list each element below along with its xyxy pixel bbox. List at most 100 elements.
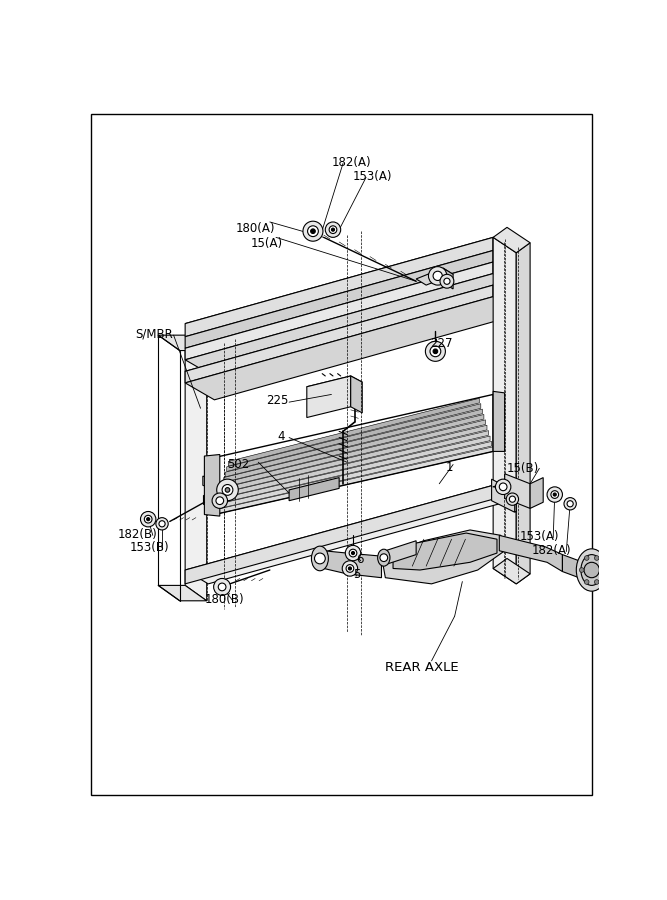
Polygon shape: [289, 478, 339, 500]
Circle shape: [430, 346, 441, 356]
Polygon shape: [204, 454, 220, 516]
Polygon shape: [222, 419, 486, 488]
Circle shape: [331, 228, 335, 231]
Polygon shape: [225, 410, 482, 477]
Circle shape: [216, 497, 223, 505]
Circle shape: [440, 274, 454, 288]
Ellipse shape: [311, 546, 328, 571]
Circle shape: [510, 496, 516, 502]
Circle shape: [346, 564, 354, 572]
Polygon shape: [416, 268, 453, 285]
Polygon shape: [158, 585, 207, 601]
Text: 6: 6: [356, 554, 364, 566]
Circle shape: [444, 278, 450, 284]
Circle shape: [600, 568, 604, 572]
Polygon shape: [516, 243, 530, 584]
Polygon shape: [323, 551, 382, 578]
Text: 180(A): 180(A): [235, 222, 275, 235]
Polygon shape: [493, 285, 522, 313]
Circle shape: [426, 341, 446, 361]
Polygon shape: [493, 558, 530, 584]
Text: 153(A): 153(A): [353, 169, 392, 183]
Text: 502: 502: [227, 458, 249, 472]
Polygon shape: [216, 441, 492, 509]
Polygon shape: [203, 476, 227, 494]
Polygon shape: [228, 399, 480, 466]
Polygon shape: [493, 238, 522, 291]
Circle shape: [329, 226, 337, 233]
Circle shape: [547, 487, 562, 502]
Polygon shape: [214, 446, 493, 515]
Circle shape: [380, 554, 388, 562]
Polygon shape: [185, 485, 493, 584]
Polygon shape: [307, 376, 351, 418]
Polygon shape: [562, 554, 590, 581]
Polygon shape: [223, 415, 484, 482]
Circle shape: [567, 500, 573, 507]
Circle shape: [348, 567, 352, 570]
Text: 153(B): 153(B): [129, 541, 169, 554]
Circle shape: [311, 229, 315, 233]
Polygon shape: [493, 392, 505, 452]
Polygon shape: [158, 335, 207, 350]
Polygon shape: [91, 114, 592, 795]
Polygon shape: [185, 297, 522, 400]
Circle shape: [594, 580, 599, 584]
Circle shape: [594, 555, 599, 561]
Circle shape: [352, 552, 355, 554]
Text: S/MBR: S/MBR: [135, 328, 173, 340]
Circle shape: [212, 493, 227, 508]
Circle shape: [346, 545, 361, 561]
Circle shape: [222, 484, 233, 495]
Polygon shape: [493, 228, 530, 253]
Polygon shape: [351, 376, 362, 413]
Text: 15(B): 15(B): [507, 463, 539, 475]
Polygon shape: [493, 238, 516, 584]
Polygon shape: [386, 541, 416, 564]
Polygon shape: [203, 494, 227, 504]
Text: 5: 5: [353, 569, 360, 581]
Circle shape: [584, 555, 589, 561]
Text: 227: 227: [430, 338, 452, 350]
Polygon shape: [307, 376, 362, 393]
Polygon shape: [185, 238, 522, 340]
Text: 180(B): 180(B): [204, 593, 244, 606]
Text: 1: 1: [446, 461, 453, 473]
Circle shape: [349, 549, 357, 557]
Circle shape: [225, 488, 230, 492]
Text: 182(A): 182(A): [532, 544, 571, 557]
Polygon shape: [185, 285, 493, 382]
Ellipse shape: [581, 554, 602, 585]
Circle shape: [218, 583, 226, 590]
Polygon shape: [530, 478, 543, 508]
Polygon shape: [185, 250, 493, 348]
Polygon shape: [382, 530, 505, 584]
Polygon shape: [185, 238, 493, 337]
Ellipse shape: [576, 549, 607, 591]
Text: 182(B): 182(B): [117, 527, 157, 541]
Circle shape: [551, 491, 558, 499]
Circle shape: [496, 479, 511, 494]
Circle shape: [580, 568, 584, 572]
Circle shape: [315, 554, 325, 563]
Polygon shape: [185, 285, 522, 388]
Polygon shape: [219, 430, 488, 499]
Circle shape: [433, 349, 438, 354]
Polygon shape: [500, 536, 562, 572]
Polygon shape: [492, 479, 515, 512]
Polygon shape: [185, 485, 516, 584]
Circle shape: [506, 493, 518, 505]
Polygon shape: [221, 425, 487, 493]
Circle shape: [433, 271, 442, 281]
Ellipse shape: [378, 549, 390, 566]
Polygon shape: [217, 436, 490, 504]
Circle shape: [147, 518, 149, 521]
Circle shape: [500, 483, 507, 490]
Text: 225: 225: [266, 394, 288, 408]
Text: 4: 4: [277, 430, 285, 443]
Circle shape: [584, 580, 589, 584]
Circle shape: [303, 221, 323, 241]
Circle shape: [144, 516, 152, 523]
Text: 15(A): 15(A): [251, 238, 283, 250]
Circle shape: [217, 479, 238, 500]
